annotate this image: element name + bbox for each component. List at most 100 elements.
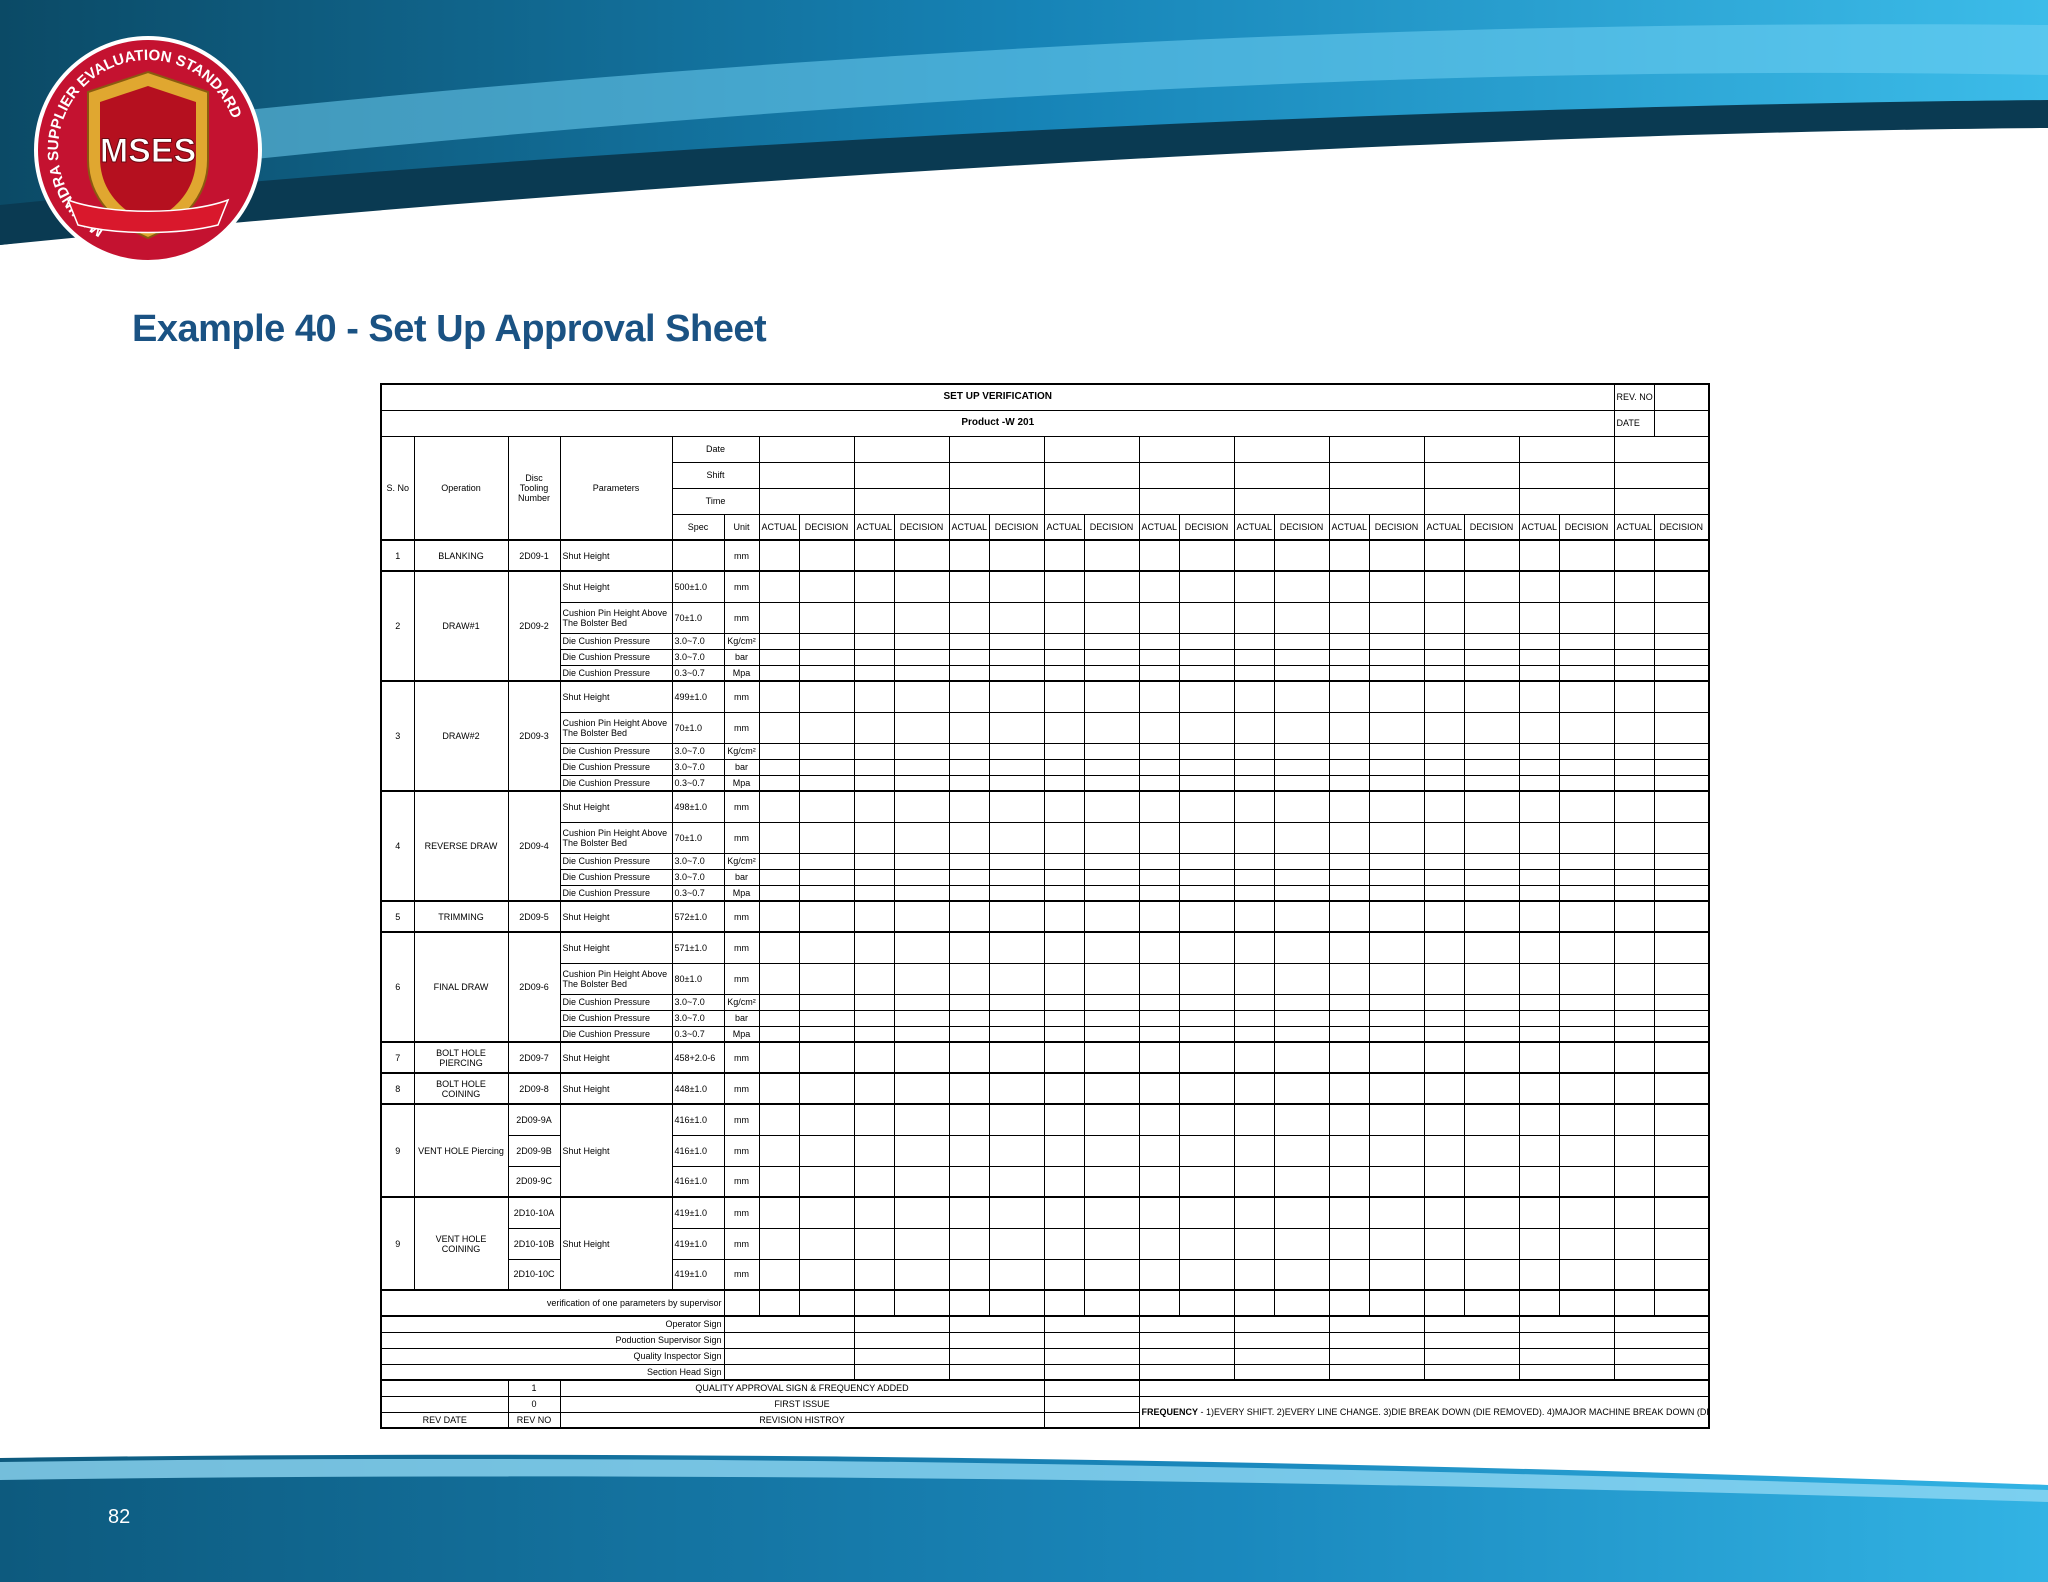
spec: 416±1.0 [671, 1134, 725, 1167]
label: REVISION HISTROY [559, 1411, 1045, 1429]
label: DATE [1613, 409, 1655, 437]
blank-cell [798, 1258, 855, 1291]
blank-cell [948, 931, 990, 964]
table-row: 8 BOLT HOLE COINING 2D09-8 Shut Height 448±1… [380, 1072, 1710, 1105]
blank-cell [1273, 1258, 1330, 1291]
table-row: Die Cushion Pressure 0.3~0.7 Mpa [381, 664, 1710, 682]
serial-no: 5 [380, 900, 415, 933]
blank-cell [948, 435, 1045, 463]
blank-cell [1518, 1347, 1615, 1365]
blank-cell [1178, 648, 1235, 666]
blank-cell [1613, 742, 1655, 760]
blank-cell [1083, 539, 1140, 572]
blank-cell [1423, 1331, 1520, 1349]
blank-cell [1423, 758, 1465, 776]
blank-cell [853, 931, 895, 964]
blank-cell [1328, 539, 1370, 572]
blank-cell [1233, 1009, 1275, 1027]
blank-cell [893, 539, 950, 572]
blank-cell [1328, 868, 1370, 886]
blank-cell [988, 539, 1045, 572]
table-row: 2 DRAW#1 2D09-2 Shut Height 500±1.0 mm [380, 570, 1710, 682]
blank-cell [1233, 774, 1275, 792]
blank-cell [1423, 1165, 1465, 1198]
blank-cell [948, 648, 990, 666]
blank-cell [853, 868, 895, 886]
blank-cell [1328, 774, 1370, 792]
blank-cell [1273, 711, 1330, 744]
spec: 0.3~0.7 [671, 1025, 725, 1043]
blank-cell [1613, 601, 1655, 634]
blank-cell [798, 868, 855, 886]
blank-cell [1653, 1289, 1710, 1317]
blank-cell [1083, 962, 1140, 995]
page-title: Example 40 - Set Up Approval Sheet [132, 308, 767, 350]
blank-cell [1083, 821, 1140, 854]
blank-cell [1178, 1134, 1235, 1167]
unit: Kg/cm² [723, 852, 760, 870]
logo-text: MSES [100, 132, 196, 170]
blank-cell [1178, 758, 1235, 776]
blank-cell [1423, 539, 1465, 572]
blank-cell [1083, 852, 1140, 870]
table-row: 3 DRAW#2 2D09-3 Shut Height 499±1.0 mm [380, 680, 1710, 792]
signature-label: Quality Inspector Sign [380, 1347, 725, 1365]
blank-cell [1518, 1072, 1560, 1105]
blank-cell [758, 774, 800, 792]
tooling: 2D09-2 [507, 570, 561, 682]
signature-label: Section Head Sign [380, 1363, 725, 1381]
column-header: DECISION [893, 513, 950, 541]
table-row: Die Cushion Pressure 3.0~7.0 Kg/cm² [381, 632, 1710, 650]
blank-cell [1653, 821, 1710, 854]
blank-cell [798, 774, 855, 792]
blank-cell [988, 1165, 1045, 1198]
blank-cell [893, 868, 950, 886]
blank-cell [1558, 1009, 1615, 1027]
blank-cell [798, 1196, 855, 1229]
operation: VENT HOLE Piercing [413, 1103, 509, 1198]
blank-cell [893, 1227, 950, 1260]
table-row: SET UP VERIFICATION REV. NO [380, 383, 1710, 411]
blank-cell [1518, 1025, 1560, 1043]
blank-cell [853, 1363, 950, 1381]
serial-no: 9 [380, 1103, 415, 1198]
blank-cell [798, 900, 855, 933]
blank-cell [723, 1363, 855, 1381]
blank-cell [1423, 1315, 1520, 1333]
blank-cell [948, 539, 990, 572]
blank-cell [893, 884, 950, 902]
blank-cell [1083, 868, 1140, 886]
blank-cell [1518, 435, 1615, 463]
table-row: verification of one parameters by superv… [380, 1289, 1710, 1317]
blank-cell [758, 1025, 800, 1043]
blank-cell [798, 539, 855, 572]
blank-cell [798, 742, 855, 760]
column-header: Unit [723, 513, 760, 541]
blank-cell [1273, 1134, 1330, 1167]
blank-cell [1043, 1347, 1140, 1365]
column-header: S. No [380, 435, 415, 541]
blank-cell [1138, 570, 1180, 603]
blank-cell [988, 993, 1045, 1011]
blank-cell [1233, 1196, 1275, 1229]
blank-cell [1653, 774, 1710, 792]
blank-cell [948, 1103, 990, 1136]
blank-cell [1558, 931, 1615, 964]
blank-cell [1518, 931, 1560, 964]
blank-cell [1613, 711, 1655, 744]
blank-cell [1368, 1289, 1425, 1317]
parameter: Cushion Pin Height Above The Bolster Bed [559, 962, 673, 995]
blank-cell [988, 1072, 1045, 1105]
blank-cell [1328, 1289, 1370, 1317]
blank-cell [1178, 1196, 1235, 1229]
blank-cell [1233, 648, 1275, 666]
blank-cell [1613, 648, 1655, 666]
blank-cell [758, 1009, 800, 1027]
blank-cell [758, 539, 800, 572]
blank-cell [1518, 1315, 1615, 1333]
blank-cell [758, 461, 855, 489]
table-row: Die Cushion Pressure 3.0~7.0 Kg/cm² [381, 742, 1710, 760]
blank-cell [1043, 601, 1085, 634]
blank-cell [1613, 1009, 1655, 1027]
label: REV. NO [1613, 383, 1655, 411]
